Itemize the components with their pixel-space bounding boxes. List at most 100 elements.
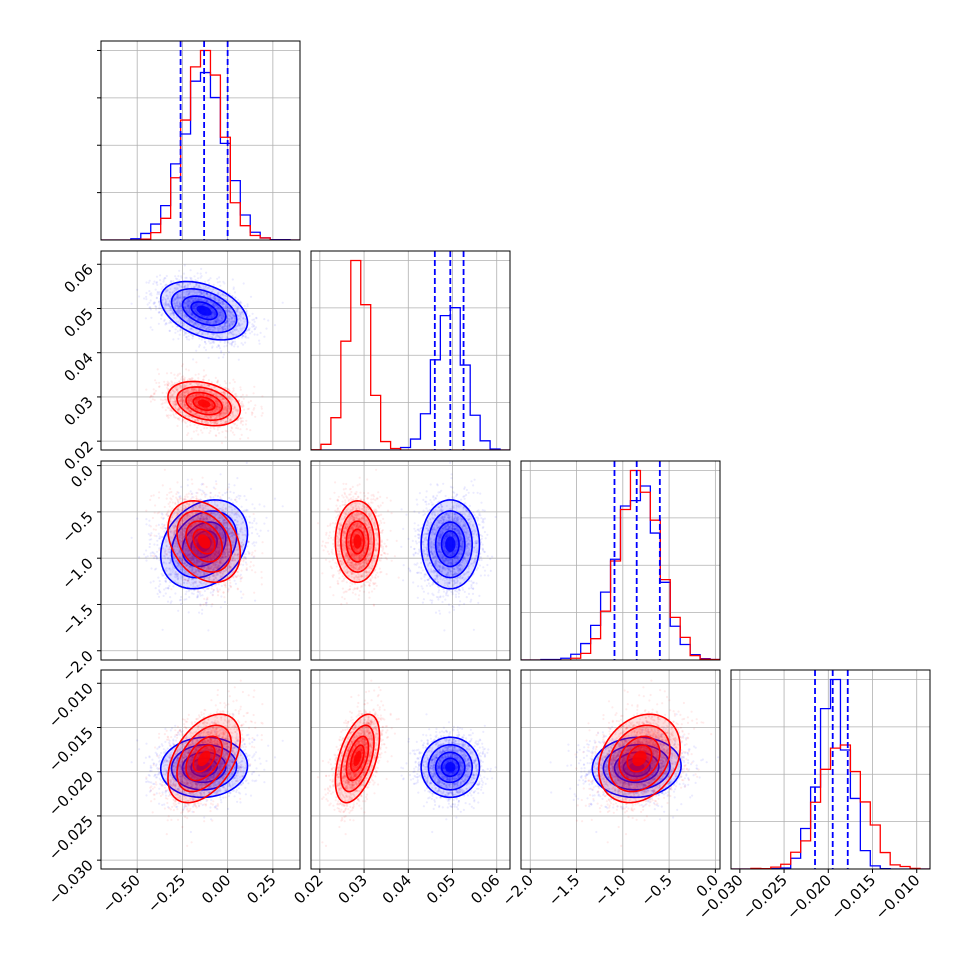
sample-point — [214, 322, 217, 325]
sample-point — [218, 299, 221, 302]
sample-point — [260, 414, 263, 417]
sample-point — [237, 306, 240, 309]
sample-point — [176, 424, 179, 427]
sample-point — [205, 292, 208, 296]
sample-point — [165, 322, 168, 325]
sample-point — [221, 326, 224, 329]
sample-point — [228, 319, 231, 322]
sample-point — [209, 342, 212, 345]
sample-point — [130, 302, 133, 305]
sample-point — [251, 318, 254, 321]
sample-point — [237, 358, 240, 361]
sample-point — [183, 296, 186, 299]
sample-point — [209, 426, 212, 429]
sample-point — [187, 310, 190, 313]
sample-point — [199, 429, 203, 432]
sample-point — [221, 301, 224, 304]
sample-point — [226, 317, 230, 320]
sample-point — [241, 322, 244, 326]
sample-point — [213, 296, 216, 299]
sample-point — [158, 381, 161, 384]
sample-point — [228, 317, 231, 320]
sample-point — [208, 321, 211, 324]
sample-point — [183, 331, 186, 334]
sample-point — [182, 291, 185, 294]
sample-point — [178, 310, 181, 313]
sample-point — [185, 309, 188, 312]
sample-point — [175, 295, 178, 298]
sample-point — [215, 320, 218, 323]
sample-point — [158, 291, 161, 294]
sample-point — [191, 334, 194, 337]
sample-point — [230, 317, 233, 320]
sample-point — [213, 315, 216, 318]
sample-point — [181, 324, 184, 327]
sample-point — [193, 316, 196, 319]
sample-point — [217, 308, 220, 311]
sample-point — [169, 306, 172, 309]
sample-point — [183, 598, 186, 601]
sample-point — [197, 299, 200, 302]
sample-point — [149, 308, 152, 311]
sample-point — [149, 299, 152, 302]
sample-point — [240, 395, 243, 398]
sample-point — [149, 396, 152, 399]
sample-point — [146, 303, 149, 306]
sample-point — [232, 491, 235, 494]
sample-point — [216, 299, 219, 302]
sample-point — [214, 321, 217, 324]
sample-point — [216, 380, 219, 383]
sample-point — [176, 301, 179, 304]
sample-point — [196, 323, 199, 326]
sample-point — [254, 326, 258, 329]
sample-point — [209, 306, 212, 309]
sample-point — [208, 431, 211, 435]
sample-point — [184, 306, 187, 309]
sample-point — [194, 308, 197, 311]
sample-point — [200, 303, 203, 306]
sample-point — [205, 292, 208, 295]
sample-point — [192, 299, 195, 302]
sample-point — [217, 291, 220, 294]
sample-point — [212, 304, 215, 307]
sample-point — [219, 313, 222, 316]
sample-point — [211, 346, 214, 349]
sample-point — [165, 300, 168, 303]
sample-point — [214, 313, 217, 316]
sample-point — [218, 347, 222, 350]
sample-point — [179, 312, 182, 315]
sample-point — [204, 325, 207, 328]
sample-point — [203, 299, 206, 302]
sample-point — [206, 305, 209, 308]
sample-point — [235, 500, 238, 503]
sample-point — [189, 301, 192, 304]
sample-point — [192, 304, 195, 307]
sample-point — [211, 345, 214, 348]
sample-point — [206, 299, 209, 303]
sample-point — [164, 301, 167, 304]
sample-point — [170, 371, 173, 375]
sample-point — [228, 311, 232, 314]
sample-point — [189, 313, 192, 316]
sample-point — [194, 298, 197, 301]
sample-point — [239, 311, 242, 314]
sample-point — [154, 288, 157, 291]
sample-point — [168, 309, 171, 312]
sample-point — [232, 387, 235, 390]
sample-point — [211, 315, 214, 318]
sample-point — [229, 316, 233, 319]
sample-point — [187, 299, 190, 302]
sample-point — [222, 325, 225, 328]
sample-point — [200, 298, 203, 301]
sample-point — [243, 305, 246, 308]
sample-point — [212, 303, 215, 306]
sample-point — [213, 302, 216, 305]
sample-point — [143, 553, 146, 556]
sample-point — [181, 365, 184, 368]
sample-point — [176, 330, 179, 333]
sample-point — [177, 275, 180, 278]
sample-point — [186, 290, 189, 293]
sample-point — [208, 293, 212, 297]
sample-point — [267, 319, 270, 322]
sample-point — [214, 297, 217, 300]
